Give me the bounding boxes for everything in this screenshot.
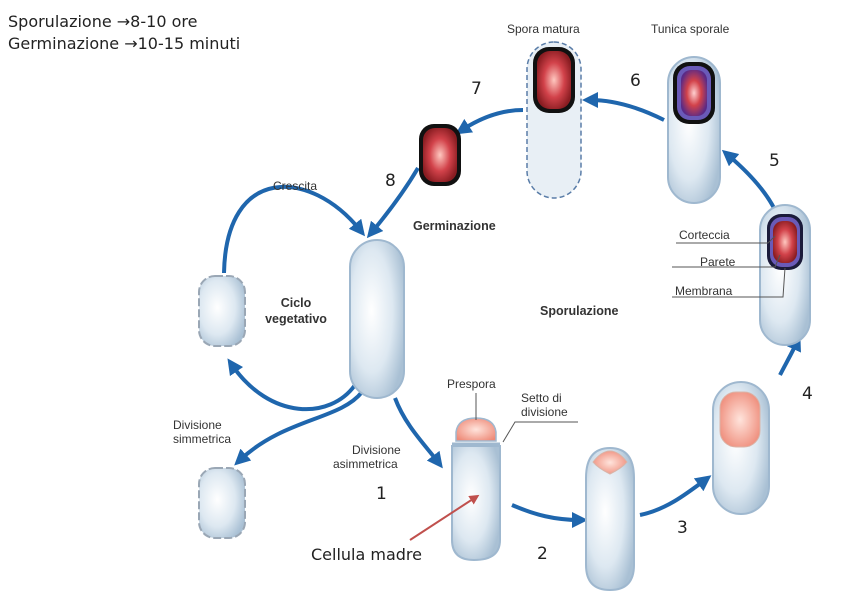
arrow-step-4 bbox=[778, 334, 801, 376]
label-prespora: Prespora bbox=[447, 377, 496, 391]
pointer-corteccia bbox=[676, 235, 776, 244]
cell-step-3 bbox=[712, 381, 770, 515]
cellula-madre-arrow bbox=[409, 494, 480, 541]
arrow-divisione-simmetrica bbox=[234, 390, 364, 466]
label-sporulazione: Sporulazione bbox=[540, 304, 619, 318]
arrow-step-7 bbox=[455, 108, 524, 135]
step-number-1: 1 bbox=[376, 484, 387, 504]
label-divisione-asimmetrica-1: Divisione bbox=[352, 443, 401, 457]
step-number-2: 2 bbox=[537, 544, 548, 564]
germination-time-text: Germinazione →10-15 minuti bbox=[8, 34, 241, 53]
cell-step-1 bbox=[451, 417, 501, 562]
step-number-4: 4 bbox=[802, 384, 813, 404]
arrow-step-2 bbox=[511, 503, 588, 528]
step-number-6: 6 bbox=[630, 71, 641, 91]
step-number-5: 5 bbox=[769, 151, 780, 171]
label-setto-2: divisione bbox=[521, 405, 568, 419]
arrow-ciclo-down bbox=[227, 358, 357, 412]
arrow-divisione-asimmetrica bbox=[393, 397, 443, 469]
vegetative-cell-left bbox=[198, 275, 246, 347]
label-tunica-sporale: Tunica sporale bbox=[651, 22, 730, 36]
label-cellula-madre: Cellula madre bbox=[311, 545, 422, 564]
label-spora-matura: Spora matura bbox=[507, 22, 580, 36]
label-corteccia: Corteccia bbox=[679, 228, 730, 242]
label-divisione-simmetrica-1: Divisione bbox=[173, 418, 222, 432]
arrow-crescita bbox=[222, 185, 366, 274]
vegetative-cell-bottom bbox=[198, 467, 246, 539]
step-number-3: 3 bbox=[677, 518, 688, 538]
label-vegetativo: vegetativo bbox=[265, 312, 327, 326]
label-parete: Parete bbox=[700, 255, 736, 269]
label-divisione-asimmetrica-2: asimmetrica bbox=[333, 457, 398, 471]
cell-mature-spore bbox=[526, 41, 582, 199]
pointer-membrana bbox=[672, 267, 786, 298]
pointer-setto bbox=[502, 421, 578, 443]
step-number-8: 8 bbox=[385, 171, 396, 191]
vegetative-cell-large bbox=[349, 239, 405, 399]
label-setto-1: Setto di bbox=[521, 391, 562, 405]
cell-step-5 bbox=[667, 56, 721, 204]
label-divisione-simmetrica-2: simmetrica bbox=[173, 432, 231, 446]
pointer-parete bbox=[672, 254, 781, 268]
label-ciclo: Ciclo bbox=[281, 296, 312, 310]
arrow-step-3 bbox=[639, 475, 712, 517]
arrow-step-5 bbox=[721, 149, 777, 211]
step-number-7: 7 bbox=[471, 79, 482, 99]
arrow-step-8 bbox=[366, 166, 420, 239]
label-crescita: Crescita bbox=[273, 179, 317, 193]
arrow-step-6 bbox=[582, 92, 665, 122]
cell-step-2 bbox=[585, 446, 635, 592]
label-germinazione: Germinazione bbox=[413, 219, 496, 233]
label-membrana: Membrana bbox=[675, 284, 733, 298]
sporulation-time-text: Sporulazione →8-10 ore bbox=[8, 12, 198, 31]
free-spore bbox=[419, 124, 461, 186]
